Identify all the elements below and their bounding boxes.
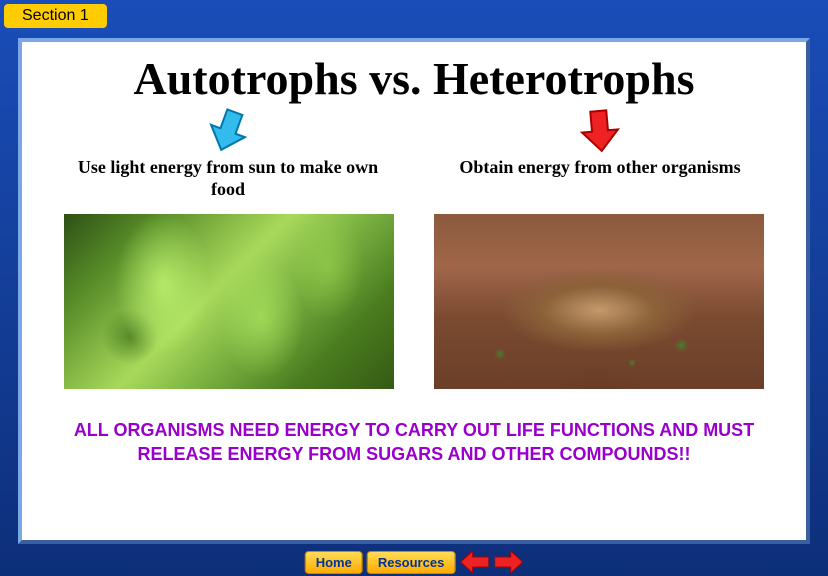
slide-content: Autotrophs vs. Heterotrophs Use light en…: [18, 38, 810, 544]
down-arrow-icon: [578, 107, 622, 155]
resources-button[interactable]: Resources: [367, 551, 455, 574]
footer-statement: ALL ORGANISMS NEED ENERGY TO CARRY OUT L…: [42, 419, 786, 466]
left-caption: Use light energy from sun to make own fo…: [42, 157, 414, 200]
images-row: [42, 214, 786, 389]
down-arrow-icon: [206, 107, 250, 155]
autotroph-image: [64, 214, 394, 389]
captions-row: Use light energy from sun to make own fo…: [42, 157, 786, 200]
arrows-row: [42, 107, 786, 155]
heterotroph-image: [434, 214, 764, 389]
section-tab: Section 1: [2, 2, 109, 30]
prev-button[interactable]: [459, 550, 489, 574]
next-button[interactable]: [493, 550, 523, 574]
left-arrow-path: [206, 107, 250, 155]
left-arrow-holder: [42, 107, 414, 155]
right-arrow-path: [580, 110, 619, 153]
right-arrow-holder: [414, 107, 786, 155]
bottom-nav: Home Resources: [305, 550, 524, 574]
home-button[interactable]: Home: [305, 551, 363, 574]
arrow-right-icon: [494, 551, 522, 573]
right-caption: Obtain energy from other organisms: [414, 157, 786, 200]
arrow-left-icon: [460, 551, 488, 573]
page-title: Autotrophs vs. Heterotrophs: [42, 52, 786, 105]
